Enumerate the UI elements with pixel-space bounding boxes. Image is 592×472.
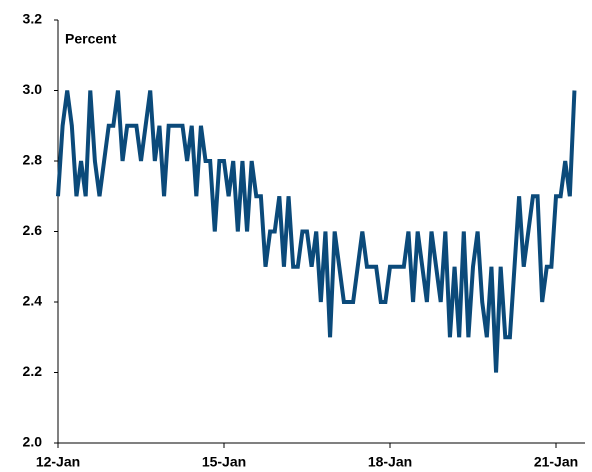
y-tick-label: 2.0 <box>23 434 43 450</box>
y-tick-label: 3.0 <box>23 81 43 97</box>
x-tick-label: 15-Jan <box>202 454 246 470</box>
y-tick-label: 2.2 <box>23 363 43 379</box>
x-tick-label: 21-Jan <box>534 454 578 470</box>
line-series <box>56 90 577 373</box>
y-tick-label: 2.6 <box>23 222 43 238</box>
y-tick-label: 3.2 <box>23 11 43 27</box>
y-axis-label: Percent <box>65 31 117 47</box>
y-tick-label: 2.8 <box>23 152 43 168</box>
x-tick-label: 12-Jan <box>36 454 80 470</box>
x-tick-label: 18-Jan <box>368 454 412 470</box>
y-tick-label: 2.4 <box>23 293 43 309</box>
